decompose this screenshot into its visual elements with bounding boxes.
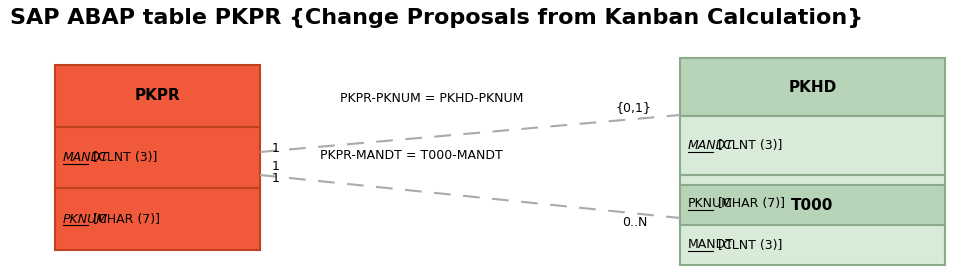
- Bar: [680, 225, 945, 265]
- Text: PKNUM: PKNUM: [688, 197, 732, 210]
- Text: [CHAR (7)]: [CHAR (7)]: [89, 213, 160, 226]
- Bar: [55, 188, 260, 250]
- Text: {0,1}: {0,1}: [615, 102, 650, 115]
- Text: MANDT: MANDT: [63, 151, 109, 164]
- Text: 1: 1: [272, 160, 280, 173]
- Text: SAP ABAP table PKPR {Change Proposals from Kanban Calculation}: SAP ABAP table PKPR {Change Proposals fr…: [10, 8, 863, 28]
- Text: 1: 1: [272, 141, 280, 154]
- Text: PKPR-MANDT = T000-MANDT: PKPR-MANDT = T000-MANDT: [320, 149, 503, 162]
- Bar: [55, 65, 260, 127]
- Text: PKNUM: PKNUM: [63, 213, 108, 226]
- Text: [CLNT (3)]: [CLNT (3)]: [89, 151, 157, 164]
- Text: PKHD: PKHD: [788, 80, 837, 95]
- Text: PKPR: PKPR: [135, 88, 180, 103]
- Bar: [680, 185, 945, 225]
- Text: [CHAR (7)]: [CHAR (7)]: [714, 197, 785, 210]
- Text: 1: 1: [272, 172, 280, 185]
- Text: [CLNT (3)]: [CLNT (3)]: [714, 139, 782, 152]
- Bar: [680, 116, 945, 175]
- Text: [CLNT (3)]: [CLNT (3)]: [714, 238, 782, 251]
- Text: T000: T000: [791, 198, 834, 212]
- Text: PKPR-PKNUM = PKHD-PKNUM: PKPR-PKNUM = PKHD-PKNUM: [340, 92, 523, 105]
- Text: MANDT: MANDT: [688, 139, 733, 152]
- Bar: [55, 127, 260, 188]
- Bar: [680, 58, 945, 116]
- Text: 0..N: 0..N: [622, 215, 648, 228]
- Bar: [680, 175, 945, 233]
- Text: MANDT: MANDT: [688, 238, 734, 251]
